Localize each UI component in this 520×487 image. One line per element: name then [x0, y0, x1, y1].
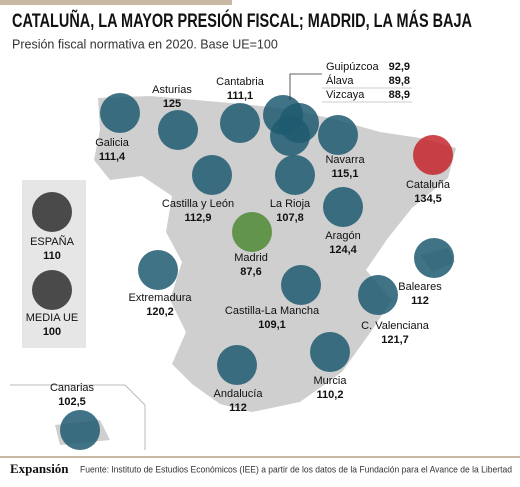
region-name: Madrid	[234, 252, 268, 264]
region-circle	[220, 103, 260, 143]
region-value: 107,8	[276, 212, 304, 224]
region-circle	[281, 265, 321, 305]
region-name: Canarias	[50, 382, 95, 394]
region-value: 115,1	[332, 168, 359, 180]
legend-value: 110	[43, 250, 61, 262]
legend-circle	[32, 270, 72, 310]
region-circle	[318, 115, 358, 155]
region-value: 125	[163, 98, 181, 110]
legend-name: MEDIA UE	[26, 312, 79, 324]
region-name: Murcia	[313, 375, 347, 387]
legend-value: 100	[43, 326, 61, 338]
region-name: Álava	[326, 74, 354, 87]
region-value: 124,4	[329, 244, 357, 256]
region-value: 87,6	[240, 266, 261, 278]
region-name: Guipúzcoa	[326, 61, 379, 73]
region-circle	[358, 275, 398, 315]
region-circle	[414, 238, 454, 278]
region-name: Asturias	[152, 84, 192, 96]
region-name: Castilla-La Mancha	[225, 305, 320, 317]
region-circle	[232, 212, 272, 252]
region-value: 110,2	[317, 389, 344, 401]
region-value: 89,8	[389, 75, 410, 87]
region-circle	[100, 93, 140, 133]
region-name: C. Valenciana	[361, 320, 430, 332]
region-value: 111,1	[227, 90, 253, 102]
region-circle	[413, 135, 453, 175]
region-circle	[217, 345, 257, 385]
region-value: 112	[411, 295, 429, 307]
region-value: 92,9	[389, 61, 410, 73]
region-name: Cataluña	[406, 179, 451, 191]
region-circle	[60, 410, 100, 450]
region-circle	[310, 332, 350, 372]
legend-name: ESPAÑA	[30, 235, 74, 248]
basque-connector	[289, 73, 322, 100]
region-value: 112	[229, 402, 247, 414]
title: CATALUÑA, LA MAYOR PRESIÓN FISCAL; MADRI…	[12, 10, 472, 32]
region-value: 134,5	[414, 193, 442, 205]
region-value: 120,2	[146, 306, 174, 318]
legend-circle	[32, 192, 72, 232]
region-name: Navarra	[325, 154, 365, 166]
subtitle: Presión fiscal normativa en 2020. Base U…	[12, 37, 278, 51]
region-value: 109,1	[258, 319, 286, 331]
region-name: Andalucía	[214, 388, 264, 400]
region-value: 121,7	[381, 334, 409, 346]
region-value: 88,9	[389, 89, 410, 101]
region-name: La Rioja	[270, 198, 311, 210]
region-name: Vizcaya	[326, 89, 365, 101]
region-name: Castilla y León	[162, 198, 234, 210]
canarias-frame	[10, 384, 146, 450]
region-name: Extremadura	[129, 292, 193, 304]
region-name: Aragón	[325, 230, 360, 242]
region-circle	[275, 155, 315, 195]
footer-brand: Expansión	[10, 461, 69, 476]
region-name: Baleares	[398, 281, 442, 293]
region-name: Galicia	[95, 137, 130, 149]
region-value: 111,4	[99, 151, 126, 163]
region-circle	[323, 187, 363, 227]
region-value: 112,9	[185, 212, 212, 224]
footer-source: Fuente: Instituto de Estudios Económicos…	[80, 465, 512, 476]
region-circle	[138, 250, 178, 290]
spain-mainland	[94, 96, 456, 412]
region-name: Cantabria	[216, 76, 265, 88]
top-bar	[0, 0, 232, 5]
region-circle	[192, 155, 232, 195]
region-circle	[158, 110, 198, 150]
region-circle	[270, 116, 310, 156]
region-value: 102,5	[58, 396, 86, 408]
